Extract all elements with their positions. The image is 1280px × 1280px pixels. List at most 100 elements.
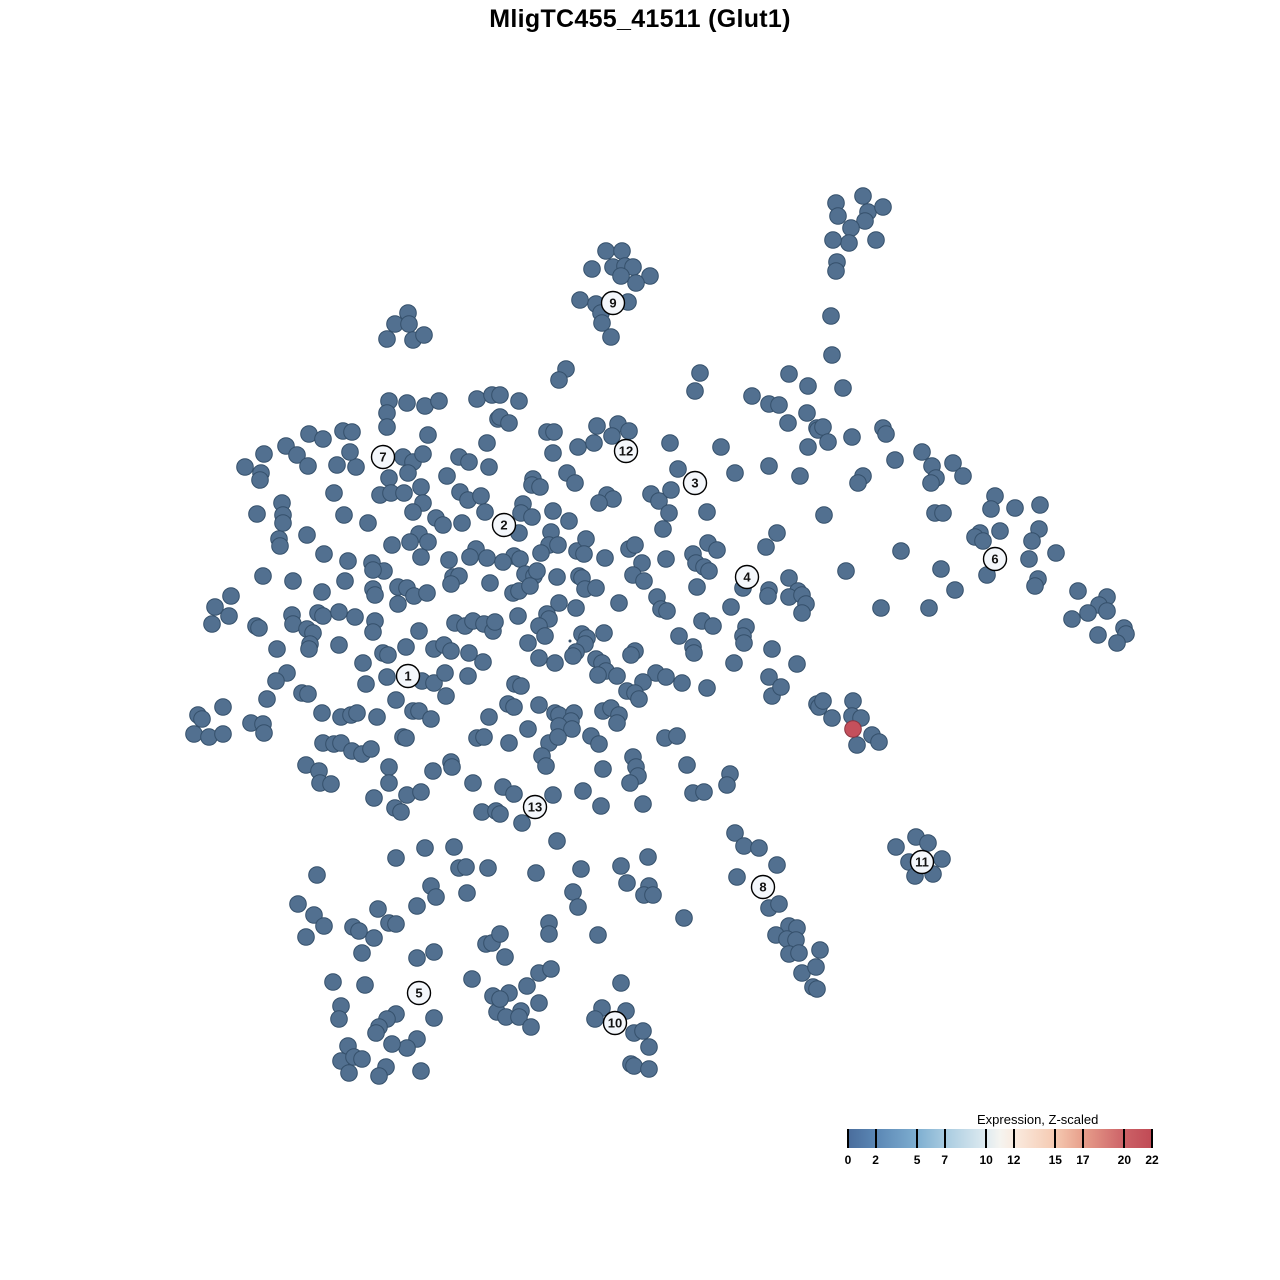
cluster-label-circle (600, 290, 626, 316)
cluster-label-circle (370, 444, 396, 470)
data-point (603, 427, 621, 445)
data-point (634, 795, 652, 813)
data-point (688, 578, 706, 596)
data-point (340, 1064, 358, 1082)
data-point (531, 478, 549, 496)
data-point (412, 548, 430, 566)
data-point (203, 615, 221, 633)
data-point (608, 667, 626, 685)
data-point (877, 425, 895, 443)
data-point (453, 514, 471, 532)
data-point (536, 627, 554, 645)
data-point (625, 1057, 643, 1075)
data-point (712, 438, 730, 456)
data-point (369, 900, 387, 918)
data-point (589, 666, 607, 684)
data-point (365, 929, 383, 947)
data-point (313, 704, 331, 722)
data-point (657, 668, 675, 686)
legend-tick-mark (1151, 1129, 1153, 1148)
data-point (474, 653, 492, 671)
data-point (366, 586, 384, 604)
data-point (422, 710, 440, 728)
data-point (530, 696, 548, 714)
data-point (743, 387, 761, 405)
data-point (1069, 582, 1087, 600)
data-point (298, 526, 316, 544)
data-point (330, 1010, 348, 1028)
data-point (585, 434, 603, 452)
data-point (760, 668, 778, 686)
data-point (512, 677, 530, 695)
legend-tick-mark (916, 1129, 919, 1148)
data-point (480, 458, 498, 476)
data-point (934, 504, 952, 522)
data-point (675, 909, 693, 927)
data-point (759, 587, 777, 605)
cluster-label-circle (750, 874, 776, 900)
data-point (475, 728, 493, 746)
legend-tick-mark (1012, 1129, 1015, 1148)
data-point (284, 572, 302, 590)
data-point (612, 267, 630, 285)
data-point (842, 219, 860, 237)
data-point (1023, 532, 1041, 550)
data-point (255, 445, 273, 463)
data-point (412, 783, 430, 801)
data-point (1020, 550, 1038, 568)
data-point (387, 691, 405, 709)
data-point (491, 990, 509, 1008)
data-point (481, 574, 499, 592)
cluster-label-text: 1 (404, 669, 411, 684)
data-point (380, 774, 398, 792)
data-point (378, 668, 396, 686)
data-point (308, 866, 326, 884)
data-point (463, 970, 481, 988)
data-point (357, 675, 375, 693)
data-point (919, 834, 937, 852)
data-point (330, 636, 348, 654)
data-point (478, 434, 496, 452)
data-point (571, 291, 589, 309)
data-point (567, 599, 585, 617)
data-point (220, 607, 238, 625)
data-point (823, 346, 841, 364)
legend-tick-label: 5 (913, 1153, 921, 1167)
data-point (815, 506, 833, 524)
data-point (494, 553, 512, 571)
data-point (548, 568, 566, 586)
data-point (843, 428, 861, 446)
data-point (395, 484, 413, 502)
data-point (669, 460, 687, 478)
data-point (341, 443, 359, 461)
data-point (757, 538, 775, 556)
cluster-label-circle (491, 512, 517, 538)
data-point (478, 549, 496, 567)
data-point (258, 690, 276, 708)
data-point (460, 453, 478, 471)
data-point (823, 709, 841, 727)
data-point (425, 943, 443, 961)
data-point (509, 607, 527, 625)
data-point (464, 774, 482, 792)
data-point (854, 187, 872, 205)
data-point (300, 640, 318, 658)
data-point (328, 456, 346, 474)
data-point (595, 624, 613, 642)
data-point (793, 604, 811, 622)
data-point (613, 242, 631, 260)
legend-tick-label: 15 (1048, 1153, 1062, 1167)
data-point (427, 888, 445, 906)
data-point (392, 803, 410, 821)
data-point (314, 430, 332, 448)
data-point (640, 1038, 658, 1056)
data-point (437, 687, 455, 705)
plot-title: MligTC455_41511 (Glut1) (489, 5, 791, 33)
data-point (630, 690, 648, 708)
data-point (612, 857, 630, 875)
data-point (641, 267, 659, 285)
data-point (255, 724, 273, 742)
data-point (530, 994, 548, 1012)
data-point (214, 725, 232, 743)
